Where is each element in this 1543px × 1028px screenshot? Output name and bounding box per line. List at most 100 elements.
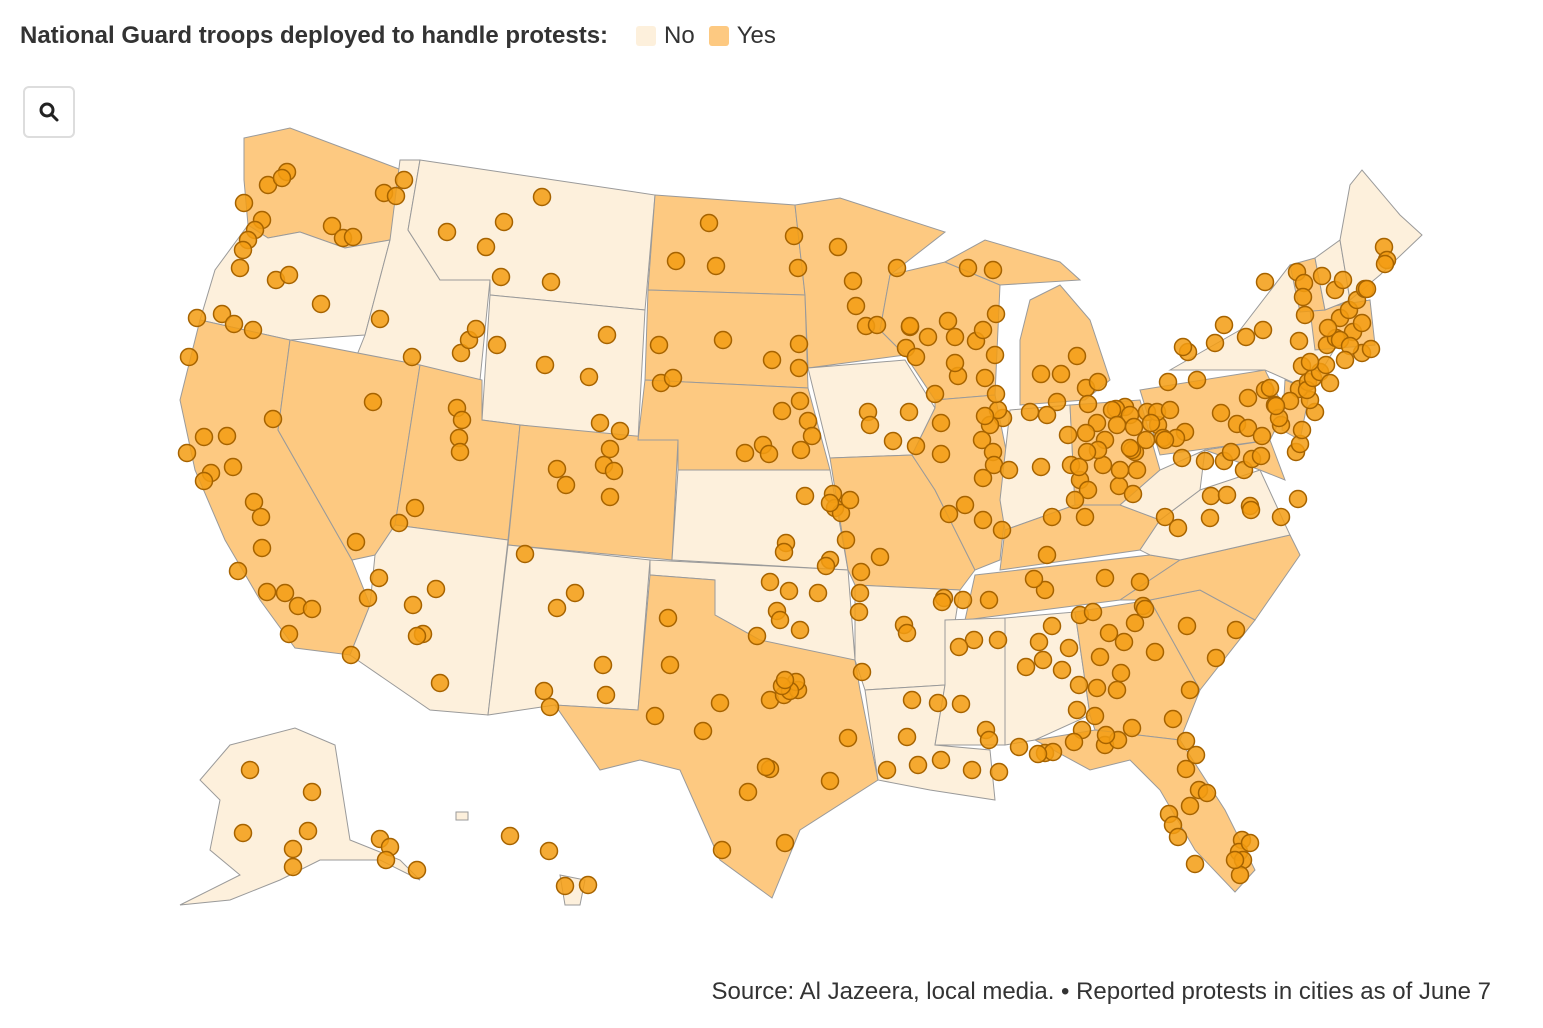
protest-marker[interactable]	[747, 626, 767, 646]
state-new-mexico[interactable]	[487, 544, 651, 716]
protest-marker[interactable]	[985, 345, 1005, 365]
protest-marker[interactable]	[311, 294, 331, 314]
protest-marker[interactable]	[660, 655, 680, 675]
protest-marker[interactable]	[234, 193, 254, 213]
protest-marker[interactable]	[1300, 352, 1320, 372]
protest-marker[interactable]	[1069, 457, 1089, 477]
protest-marker[interactable]	[1127, 460, 1147, 480]
protest-marker[interactable]	[240, 760, 260, 780]
protest-marker[interactable]	[1240, 833, 1260, 853]
protest-marker[interactable]	[820, 771, 840, 791]
protest-marker[interactable]	[1187, 370, 1207, 390]
protest-marker[interactable]	[699, 213, 719, 233]
protest-marker[interactable]	[1186, 745, 1206, 765]
protest-marker[interactable]	[775, 833, 795, 853]
protest-marker[interactable]	[789, 358, 809, 378]
protest-marker[interactable]	[867, 315, 887, 335]
protest-marker[interactable]	[1253, 320, 1273, 340]
protest-marker[interactable]	[784, 226, 804, 246]
protest-marker[interactable]	[547, 598, 567, 618]
state-maine[interactable]	[1339, 169, 1423, 301]
state-hawaii-island2[interactable]	[455, 811, 469, 821]
protest-marker[interactable]	[1292, 420, 1312, 440]
protest-marker[interactable]	[849, 602, 869, 622]
protest-marker[interactable]	[1173, 337, 1193, 357]
protest-marker[interactable]	[1255, 272, 1275, 292]
protest-marker[interactable]	[1335, 350, 1355, 370]
protest-marker[interactable]	[790, 620, 810, 640]
protest-marker[interactable]	[1090, 647, 1110, 667]
protest-marker[interactable]	[860, 415, 880, 435]
protest-marker[interactable]	[590, 413, 610, 433]
protest-marker[interactable]	[244, 492, 264, 512]
protest-marker[interactable]	[902, 690, 922, 710]
protest-marker[interactable]	[986, 304, 1006, 324]
protest-marker[interactable]	[795, 486, 815, 506]
protest-marker[interactable]	[975, 368, 995, 388]
protest-marker[interactable]	[986, 384, 1006, 404]
state-west-virginia[interactable]	[1119, 449, 1206, 521]
state-kansas[interactable]	[671, 469, 849, 571]
protest-marker[interactable]	[808, 583, 828, 603]
protest-marker[interactable]	[1145, 642, 1165, 662]
protest-marker[interactable]	[376, 850, 396, 870]
protest-marker[interactable]	[788, 258, 808, 278]
state-texas[interactable]	[554, 574, 879, 899]
protest-marker[interactable]	[1155, 507, 1175, 527]
protest-marker[interactable]	[931, 444, 951, 464]
protest-marker[interactable]	[983, 260, 1003, 280]
protest-marker[interactable]	[877, 760, 897, 780]
protest-marker[interactable]	[975, 406, 995, 426]
protest-marker[interactable]	[770, 610, 790, 630]
protest-marker[interactable]	[1051, 364, 1071, 384]
protest-marker[interactable]	[759, 444, 779, 464]
protest-marker[interactable]	[816, 556, 836, 576]
protest-marker[interactable]	[1318, 318, 1338, 338]
protest-marker[interactable]	[738, 782, 758, 802]
protest-marker[interactable]	[1205, 333, 1225, 353]
protest-marker[interactable]	[1064, 732, 1084, 752]
protest-marker[interactable]	[908, 755, 928, 775]
protest-marker[interactable]	[828, 237, 848, 257]
protest-marker[interactable]	[251, 507, 271, 527]
protest-marker[interactable]	[979, 590, 999, 610]
protest-marker[interactable]	[1225, 850, 1245, 870]
protest-marker[interactable]	[346, 532, 366, 552]
protest-marker[interactable]	[494, 212, 514, 232]
protest-marker[interactable]	[437, 222, 457, 242]
protest-marker[interactable]	[1176, 731, 1196, 751]
protest-marker[interactable]	[900, 316, 920, 336]
protest-marker[interactable]	[1078, 480, 1098, 500]
protest-marker[interactable]	[851, 562, 871, 582]
protest-marker[interactable]	[450, 442, 470, 462]
protest-marker[interactable]	[838, 728, 858, 748]
protest-marker[interactable]	[790, 391, 810, 411]
protest-marker[interactable]	[1168, 827, 1188, 847]
protest-marker[interactable]	[1085, 706, 1105, 726]
protest-marker[interactable]	[1135, 599, 1155, 619]
protest-marker[interactable]	[177, 443, 197, 463]
protest-marker[interactable]	[555, 876, 575, 896]
protest-marker[interactable]	[279, 624, 299, 644]
protest-marker[interactable]	[1293, 287, 1313, 307]
protest-marker[interactable]	[1236, 327, 1256, 347]
protest-marker[interactable]	[534, 681, 554, 701]
protest-marker[interactable]	[1333, 270, 1353, 290]
protest-marker[interactable]	[1037, 545, 1057, 565]
protest-marker[interactable]	[887, 258, 907, 278]
protest-marker[interactable]	[979, 730, 999, 750]
state-michigan-upper[interactable]	[943, 239, 1082, 286]
protest-marker[interactable]	[343, 227, 363, 247]
protest-marker[interactable]	[945, 327, 965, 347]
protest-marker[interactable]	[604, 461, 624, 481]
protest-marker[interactable]	[341, 645, 361, 665]
protest-marker[interactable]	[962, 760, 982, 780]
protest-marker[interactable]	[1028, 744, 1048, 764]
state-florida[interactable]	[1033, 729, 1256, 893]
protest-marker[interactable]	[252, 538, 272, 558]
protest-marker[interactable]	[491, 267, 511, 287]
protest-marker[interactable]	[1195, 451, 1215, 471]
protest-marker[interactable]	[565, 583, 585, 603]
protest-marker[interactable]	[658, 608, 678, 628]
protest-marker[interactable]	[972, 430, 992, 450]
